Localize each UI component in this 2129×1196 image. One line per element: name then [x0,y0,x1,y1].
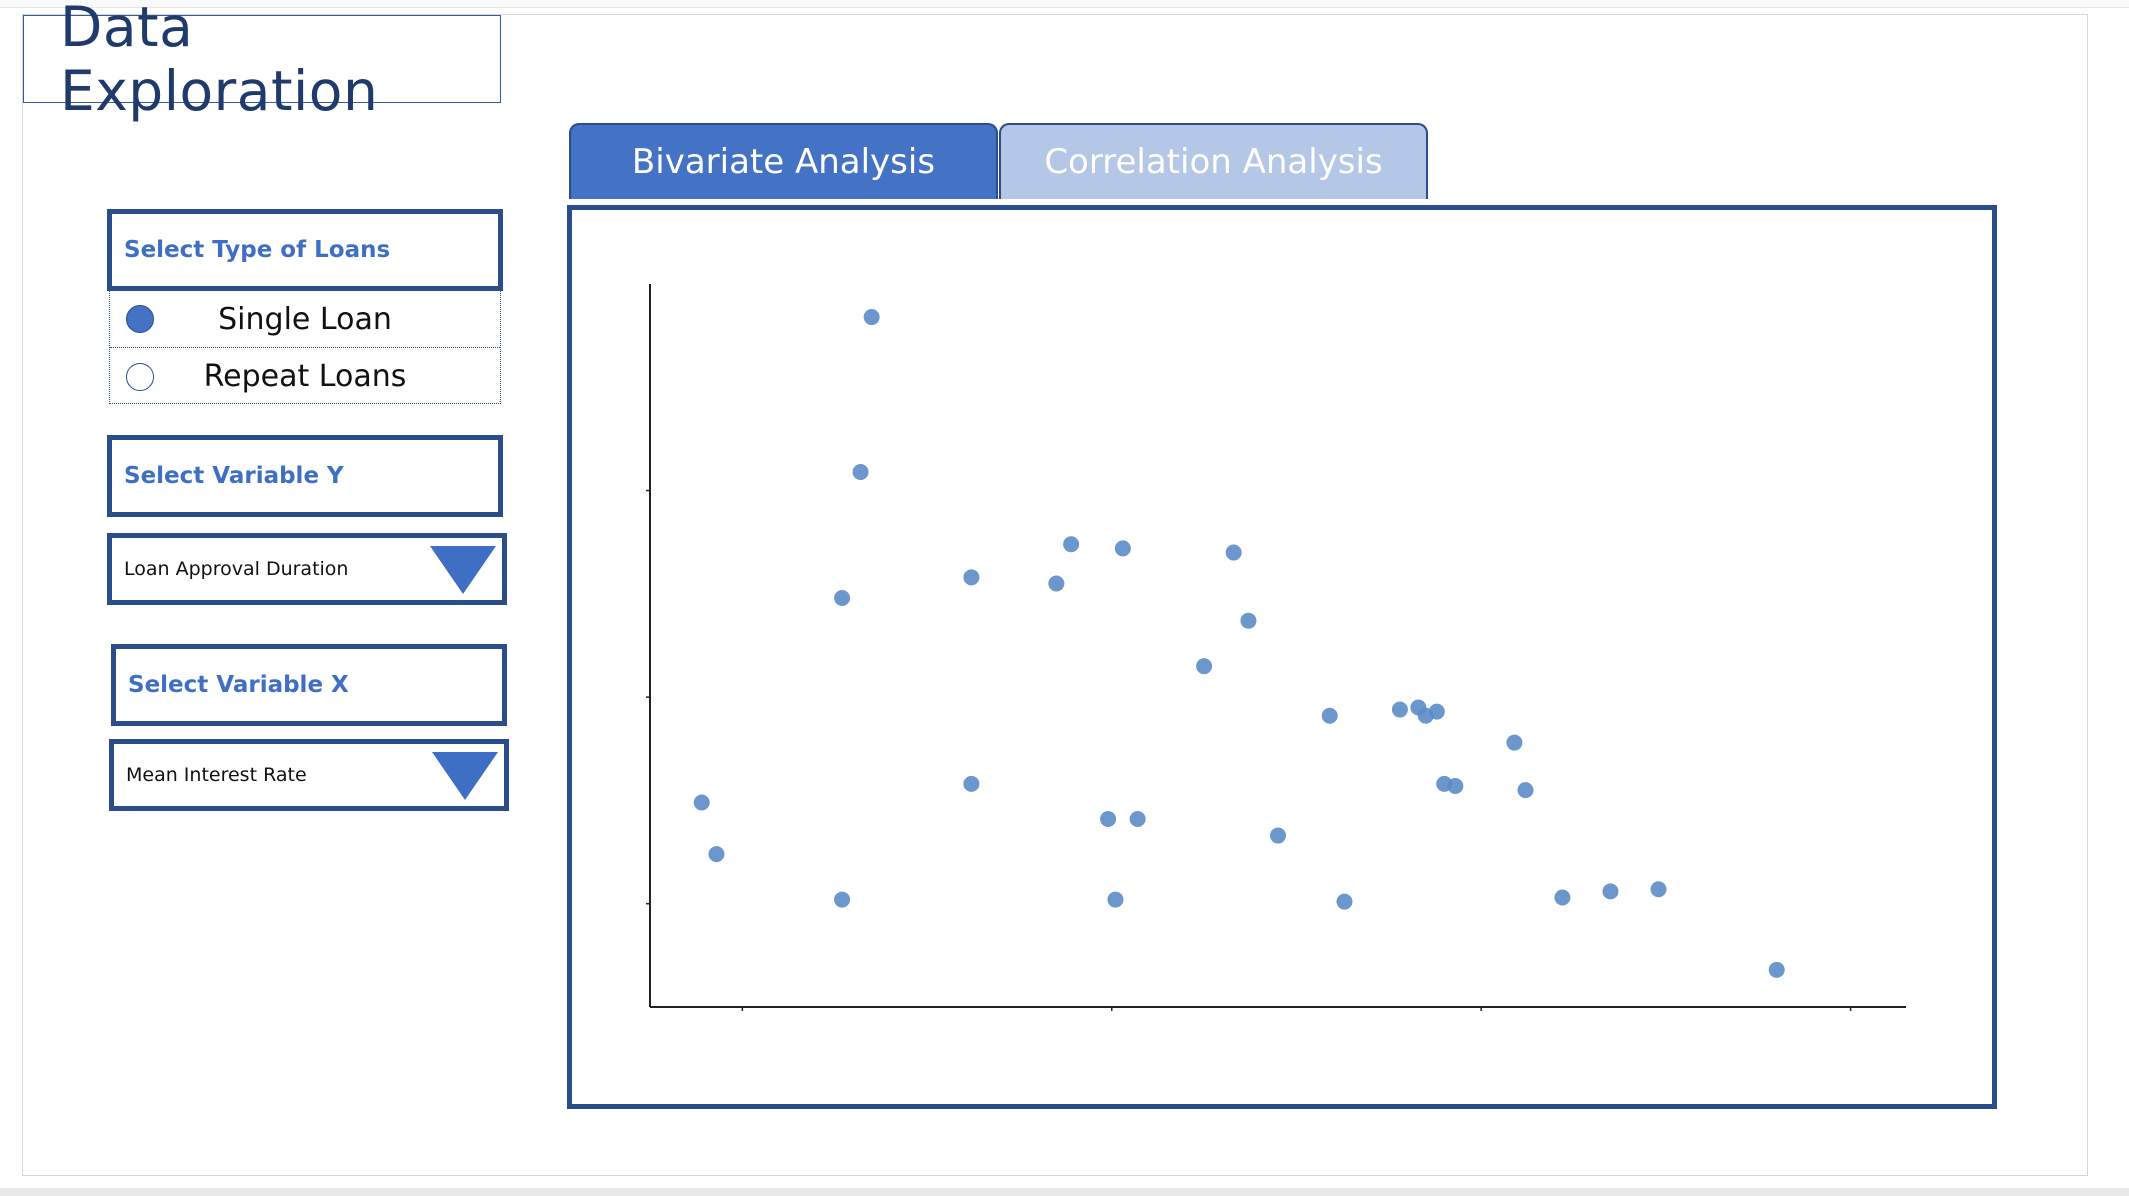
scatter-point [1100,811,1117,828]
scatter-point [1517,782,1534,799]
scatter-point [1391,701,1408,718]
scatter-point [1129,811,1146,828]
variable-y-value: Loan Approval Duration [124,558,349,580]
radio-repeat-loans[interactable]: Repeat Loans [110,348,500,405]
scatter-point [834,589,851,606]
variable-y-dropdown[interactable]: Loan Approval Duration [107,533,507,605]
scatter-point [1447,777,1464,794]
radio-repeat-loans-label: Repeat Loans [203,359,407,394]
page-title-text: Data Exploration [60,0,379,123]
status-bar-edge [0,1188,2129,1196]
radio-single-loan-label: Single Loan [218,301,392,337]
ribbon-edge [0,0,2129,8]
scatter-point [1554,889,1571,906]
tab-bivariate-analysis-label: Bivariate Analysis [631,142,936,182]
variable-y-label: Select Variable Y [124,463,344,489]
tab-correlation-analysis[interactable]: Correlation Analysis [999,123,1428,199]
scatter-point [834,891,851,908]
radio-unselected-icon[interactable] [126,362,154,391]
scatter-point [1270,827,1286,844]
dropdown-arrow-icon[interactable] [432,752,498,800]
scatter-point [963,775,980,792]
page-title: Data Exploration [23,0,501,123]
chart-panel [567,205,1997,1109]
scatter-point [1196,658,1213,675]
variable-x-label-box: Select Variable X [111,644,507,726]
dropdown-arrow-icon[interactable] [430,546,496,594]
scatter-point [708,846,725,863]
scatter-point [1225,544,1242,561]
scatter-point [1240,612,1257,629]
scatter-point [863,309,880,326]
tab-correlation-analysis-label: Correlation Analysis [1044,142,1383,182]
scatter-point [1107,891,1124,908]
radio-single-loan[interactable]: Single Loan [110,291,500,348]
scatter-point [963,569,980,586]
variable-x-value: Mean Interest Rate [126,764,307,786]
scatter-point [1336,893,1353,910]
scatter-point [1602,883,1619,900]
scatter-plot [646,284,1906,1011]
slide-canvas: Data Exploration Select Type of Loans Si… [22,0,2088,1176]
scatter-point [1417,707,1434,724]
tab-bivariate-analysis[interactable]: Bivariate Analysis [569,123,998,199]
variable-y-label-box: Select Variable Y [107,435,503,517]
scatter-point [1114,540,1131,557]
variable-x-label: Select Variable X [128,672,349,698]
variable-x-dropdown[interactable]: Mean Interest Rate [109,739,509,811]
loan-type-label: Select Type of Loans [124,237,391,263]
scatter-point [1063,536,1080,553]
scatter-point [1506,734,1523,751]
radio-selected-icon[interactable] [126,305,154,333]
scatter-point [1048,575,1065,592]
scatter-point [1321,707,1338,724]
loan-type-radio-group: Single Loan Repeat Loans [109,290,501,404]
scatter-point [1650,881,1667,898]
scatter-point [1768,961,1785,978]
scatter-point [852,463,869,480]
loan-type-label-box: Select Type of Loans [107,209,503,291]
scatter-point [693,794,710,811]
